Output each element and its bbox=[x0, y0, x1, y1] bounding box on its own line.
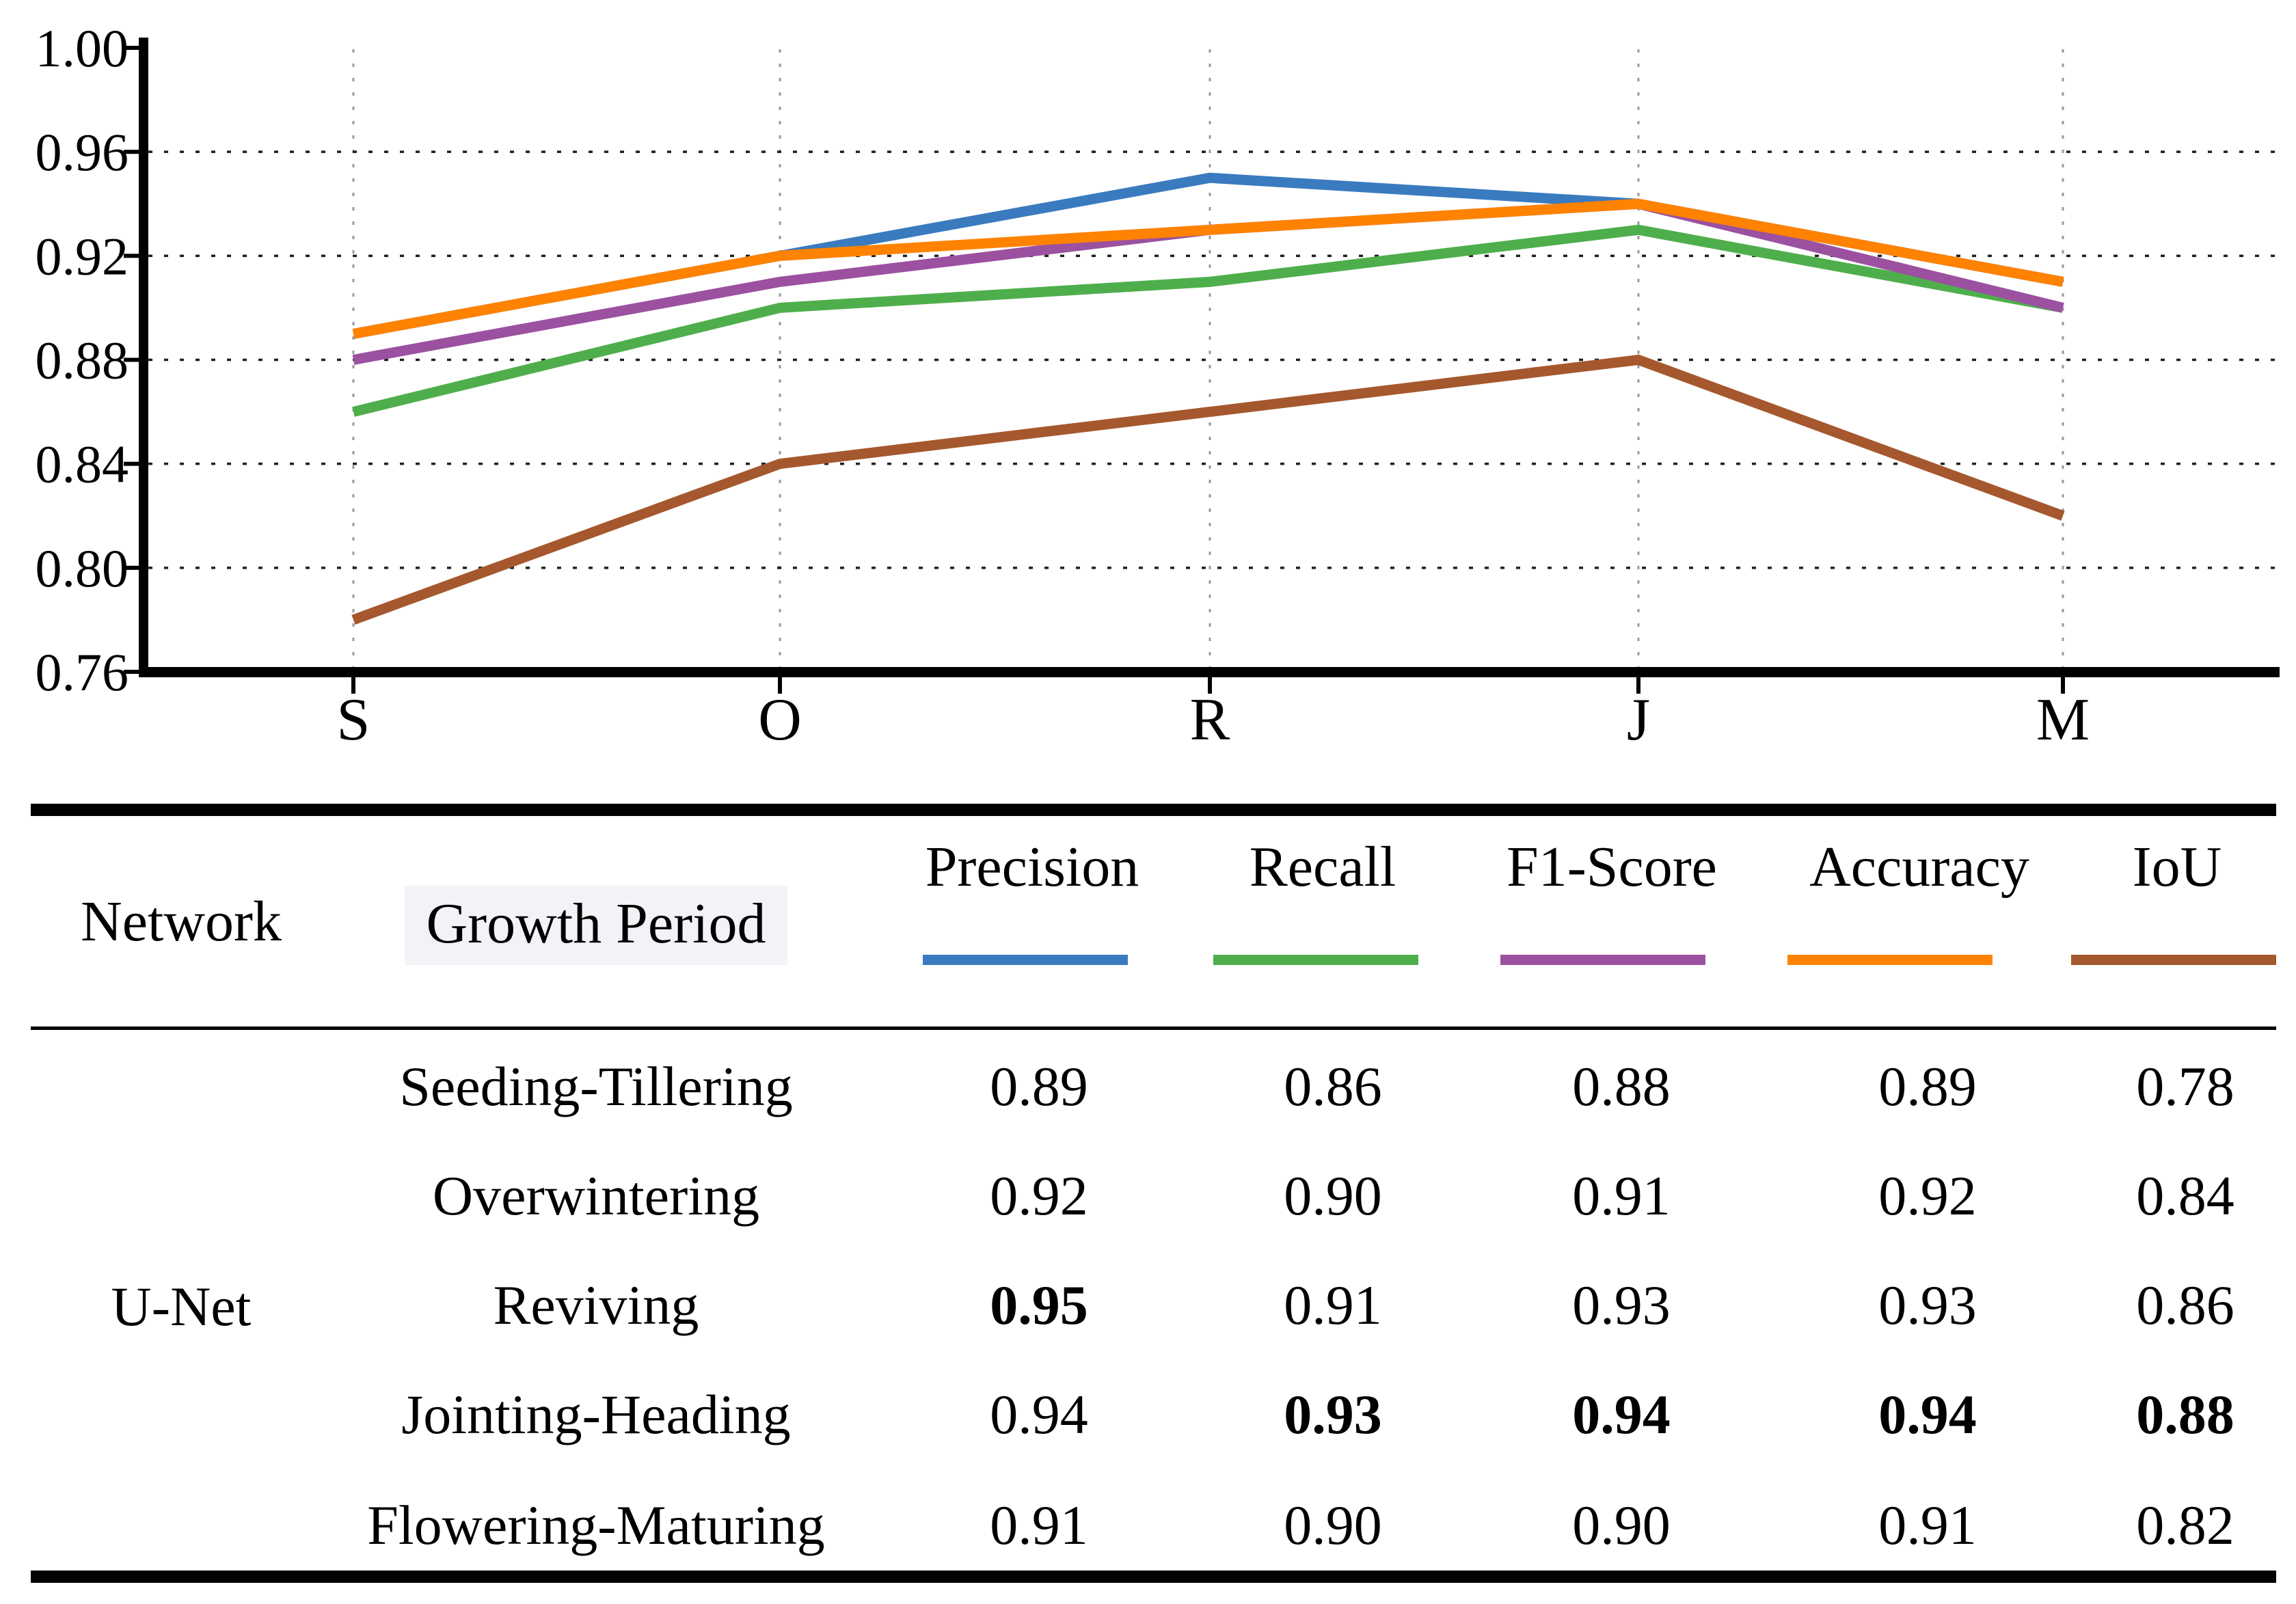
y-tick-label: 0.80 bbox=[36, 539, 129, 598]
series-line-recall bbox=[352, 224, 2064, 417]
x-axis-tick bbox=[2061, 677, 2065, 694]
growth-period-cell: Flowering-Maturing bbox=[367, 1494, 825, 1556]
y-axis-tick bbox=[124, 254, 140, 258]
iou-value-cell: 0.78 bbox=[2136, 1055, 2234, 1117]
y-tick-label: 0.88 bbox=[36, 331, 129, 390]
x-axis-tick bbox=[351, 677, 355, 694]
y-tick-label: 0.84 bbox=[36, 435, 129, 494]
iou-value-cell: 0.84 bbox=[2136, 1165, 2234, 1227]
f1-score-value-cell: 0.94 bbox=[1572, 1383, 1671, 1445]
y-axis-tick bbox=[124, 461, 140, 466]
y-tick-label: 0.76 bbox=[36, 642, 129, 702]
x-tick-label: R bbox=[1190, 687, 1230, 753]
precision-value-cell: 0.91 bbox=[990, 1494, 1088, 1556]
line-chart: 1.00 0.96 0.92 0.88 0.84 0.80 0.76 S O R J M bbox=[36, 18, 2280, 753]
accuracy-value-cell: 0.94 bbox=[1878, 1383, 1977, 1445]
y-tick-label: 0.92 bbox=[36, 226, 129, 286]
recall-value-cell: 0.86 bbox=[1284, 1055, 1382, 1117]
iou-value-cell: 0.88 bbox=[2136, 1383, 2234, 1445]
iou-value-cell: 0.82 bbox=[2136, 1494, 2234, 1556]
y-tick-label: 0.96 bbox=[36, 122, 129, 182]
growth-period-cell: Seeding-Tillering bbox=[399, 1055, 793, 1117]
x-tick-label: O bbox=[758, 687, 802, 753]
growth-period-column-header: Growth Period bbox=[426, 892, 766, 955]
growth-period-cell: Reviving bbox=[493, 1274, 699, 1336]
iou-column-header: IoU bbox=[2132, 835, 2222, 899]
y-axis-tick bbox=[124, 565, 140, 570]
accuracy-value-cell: 0.89 bbox=[1878, 1055, 1977, 1117]
y-axis-tick bbox=[124, 357, 140, 362]
y-axis-tick bbox=[124, 46, 140, 50]
x-axis-tick bbox=[778, 677, 782, 694]
recall-legend-swatch bbox=[1213, 955, 1418, 965]
iou-value-cell: 0.86 bbox=[2136, 1274, 2234, 1336]
accuracy-value-cell: 0.92 bbox=[1878, 1165, 1977, 1227]
y-tick-label: 1.00 bbox=[36, 18, 129, 78]
accuracy-legend-swatch bbox=[1787, 955, 1993, 965]
f1-score-column-header: F1-Score bbox=[1507, 835, 1717, 899]
y-axis-tick bbox=[124, 150, 140, 154]
recall-value-cell: 0.90 bbox=[1284, 1494, 1382, 1556]
series-line-iou bbox=[351, 354, 2065, 625]
accuracy-value-cell: 0.91 bbox=[1878, 1494, 1977, 1556]
recall-value-cell: 0.91 bbox=[1284, 1274, 1382, 1336]
x-axis-tick bbox=[1208, 677, 1212, 694]
precision-column-header: Precision bbox=[925, 835, 1139, 899]
x-tick-label: J bbox=[1627, 687, 1650, 753]
recall-value-cell: 0.93 bbox=[1284, 1383, 1382, 1445]
precision-value-cell: 0.89 bbox=[990, 1055, 1088, 1117]
f1-score-value-cell: 0.91 bbox=[1572, 1165, 1671, 1227]
network-column-header: Network bbox=[81, 890, 282, 953]
y-axis-line bbox=[139, 38, 148, 677]
table-header-separator bbox=[31, 1027, 2276, 1030]
y-axis-tick bbox=[124, 670, 140, 674]
series-line-accuracy bbox=[352, 198, 2064, 339]
growth-period-highlight bbox=[405, 886, 787, 965]
table-top-border bbox=[31, 804, 2276, 816]
x-tick-label: S bbox=[337, 687, 370, 753]
f1-score-value-cell: 0.88 bbox=[1572, 1055, 1671, 1117]
accuracy-column-header: Accuracy bbox=[1809, 835, 2029, 899]
f1-score-value-cell: 0.90 bbox=[1572, 1494, 1671, 1556]
precision-value-cell: 0.92 bbox=[990, 1165, 1088, 1227]
growth-period-cell: Overwintering bbox=[432, 1165, 760, 1227]
precision-value-cell: 0.95 bbox=[990, 1274, 1088, 1336]
precision-legend-swatch bbox=[923, 955, 1128, 965]
table-bottom-border bbox=[31, 1571, 2276, 1583]
growth-period-cell: Jointing-Heading bbox=[401, 1383, 791, 1445]
x-tick-label: M bbox=[2036, 687, 2090, 753]
x-axis-line bbox=[139, 667, 2280, 677]
iou-legend-swatch bbox=[2071, 955, 2276, 965]
recall-column-header: Recall bbox=[1249, 835, 1396, 899]
f1-score-value-cell: 0.93 bbox=[1572, 1274, 1671, 1336]
precision-value-cell: 0.94 bbox=[990, 1383, 1088, 1445]
f1-score-legend-swatch bbox=[1500, 955, 1705, 965]
network-value-cell: U-Net bbox=[111, 1275, 252, 1337]
x-axis-tick bbox=[1636, 677, 1640, 694]
accuracy-value-cell: 0.93 bbox=[1878, 1274, 1977, 1336]
recall-value-cell: 0.90 bbox=[1284, 1165, 1382, 1227]
